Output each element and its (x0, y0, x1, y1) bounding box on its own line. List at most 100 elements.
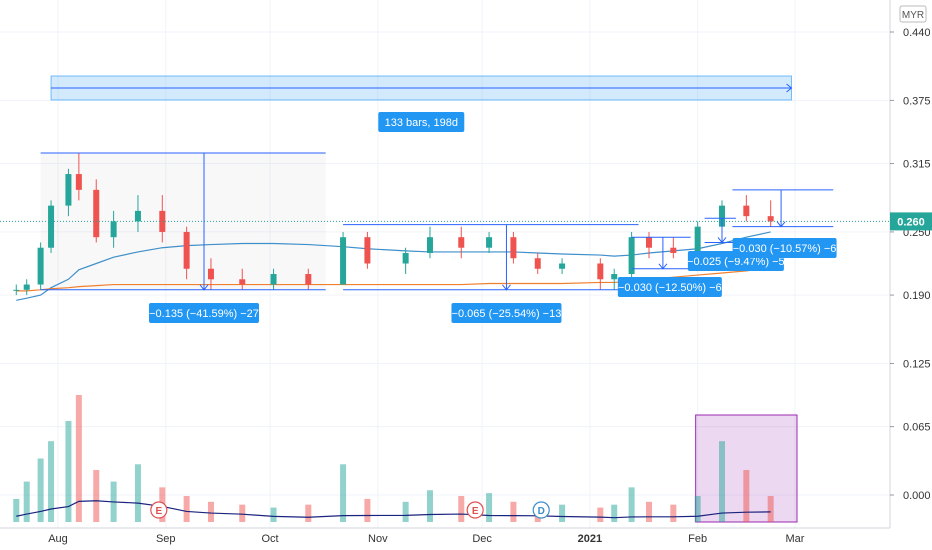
volume-bar (718, 441, 725, 522)
candle-body (207, 268, 214, 280)
volume-pane (13, 395, 798, 523)
event-marker-label: E (155, 506, 162, 517)
volume-bar (239, 504, 246, 522)
candle-body (718, 205, 725, 227)
volume-bar (65, 420, 72, 522)
price-axis[interactable]: MYR0.4400.3750.3150.2500.1900.1250.0650.… (889, 0, 932, 528)
volume-bar (270, 507, 277, 522)
candle-body (645, 237, 652, 248)
time-tick-label: Aug (48, 533, 68, 545)
measurement-drawings[interactable]: 133 bars, 198d −0.135 (−41.59%) −27 −0.065… (40, 75, 837, 323)
volume-bar (340, 464, 347, 522)
candle-body (611, 274, 618, 280)
volume-bar (559, 504, 566, 522)
time-tick-label: Feb (688, 533, 707, 545)
candle-body (134, 210, 141, 222)
currency-box (899, 5, 927, 23)
volume-bar (93, 470, 100, 522)
measure-label: 133 bars, 198d (385, 117, 458, 129)
candle-body (694, 226, 701, 253)
measure-label: −0.065 (−25.54%) −13 (452, 308, 562, 320)
volume-bar (37, 458, 44, 522)
measure-arrow-head (199, 284, 209, 291)
volume-bar (510, 501, 517, 522)
volume-bar (670, 504, 677, 522)
time-tick-label: 2021 (578, 533, 602, 545)
candle-body (628, 237, 635, 275)
price-tick-label: 0.315 (903, 159, 931, 171)
candle-body (23, 284, 30, 290)
volume-bar (767, 496, 774, 522)
volume-bar (13, 498, 20, 522)
time-tick-label: Sep (156, 533, 176, 545)
last-price-label: 0.260 (897, 216, 925, 228)
candle-body (364, 237, 371, 264)
measure-arrow-head (717, 237, 727, 244)
measure-arrow-head (776, 221, 786, 228)
time-tick-label: Nov (368, 533, 388, 545)
candle-body (597, 263, 604, 280)
event-marker-circle (466, 501, 484, 519)
volume-bar (645, 501, 652, 522)
volume-bar (207, 501, 214, 522)
time-axis[interactable]: Aug Sep Oct Nov Dec 2021 Feb Mar (0, 527, 890, 545)
candle-body (510, 237, 517, 259)
candle-body (426, 237, 433, 253)
volume-bar (134, 464, 141, 522)
volume-bar (458, 496, 465, 522)
measure-label-box (149, 303, 260, 323)
time-tick-label: Mar (786, 533, 805, 545)
measure-label-box (378, 112, 465, 132)
time-tick-label: Dec (472, 533, 492, 545)
time-tick-label: Oct (261, 533, 278, 545)
measure-label-box (617, 277, 722, 297)
volume-bar (23, 481, 30, 522)
candle-body (183, 231, 190, 269)
candle-body (110, 221, 117, 238)
volume-bar (75, 395, 82, 522)
candle-body (305, 274, 312, 285)
currency-label: MYR (902, 10, 924, 21)
measure-label: −0.030 (−12.50%) −6 (618, 282, 722, 294)
candle-body (534, 258, 541, 269)
candle-body (48, 205, 55, 248)
candle-body (93, 189, 100, 238)
measure-arrow-head (658, 263, 668, 270)
measure-label-box (451, 303, 562, 323)
volume-bar (305, 504, 312, 522)
volume-bar (694, 496, 701, 522)
volume-bar (183, 496, 190, 522)
candle-body (458, 237, 465, 248)
candle-body (65, 174, 72, 206)
volume-bar (628, 487, 635, 522)
last-price-badge (890, 212, 932, 231)
candle-body (743, 205, 750, 217)
candle-body (270, 274, 277, 285)
measure-label-box (732, 238, 837, 258)
event-marker-label: E (472, 506, 479, 517)
date-range-arrow-head (786, 83, 793, 93)
volume-bar (486, 493, 493, 522)
candle-body (486, 237, 493, 248)
volume-bar (597, 507, 604, 522)
measure-label: −0.135 (−41.59%) −27 (149, 308, 259, 320)
price-tick-label: 0.065 (903, 422, 931, 434)
volume-bar (364, 498, 371, 522)
candle-body (402, 252, 409, 264)
volume-bar (611, 504, 618, 522)
volume-bar (402, 501, 409, 522)
volume-ma-line (16, 500, 771, 519)
candle-body (239, 279, 246, 285)
volume-bar (426, 490, 433, 522)
measure-label: −0.025 (−9.47%) −5 (687, 256, 785, 268)
price-tick-label: 0.440 (903, 27, 931, 39)
candle-body (75, 174, 82, 190)
price-tick-label: 0.190 (903, 290, 931, 302)
candle-body (13, 289, 20, 291)
price-tick-label: 0.125 (903, 358, 931, 370)
event-marker-circle (150, 501, 168, 519)
candlestick-series (0, 153, 890, 296)
